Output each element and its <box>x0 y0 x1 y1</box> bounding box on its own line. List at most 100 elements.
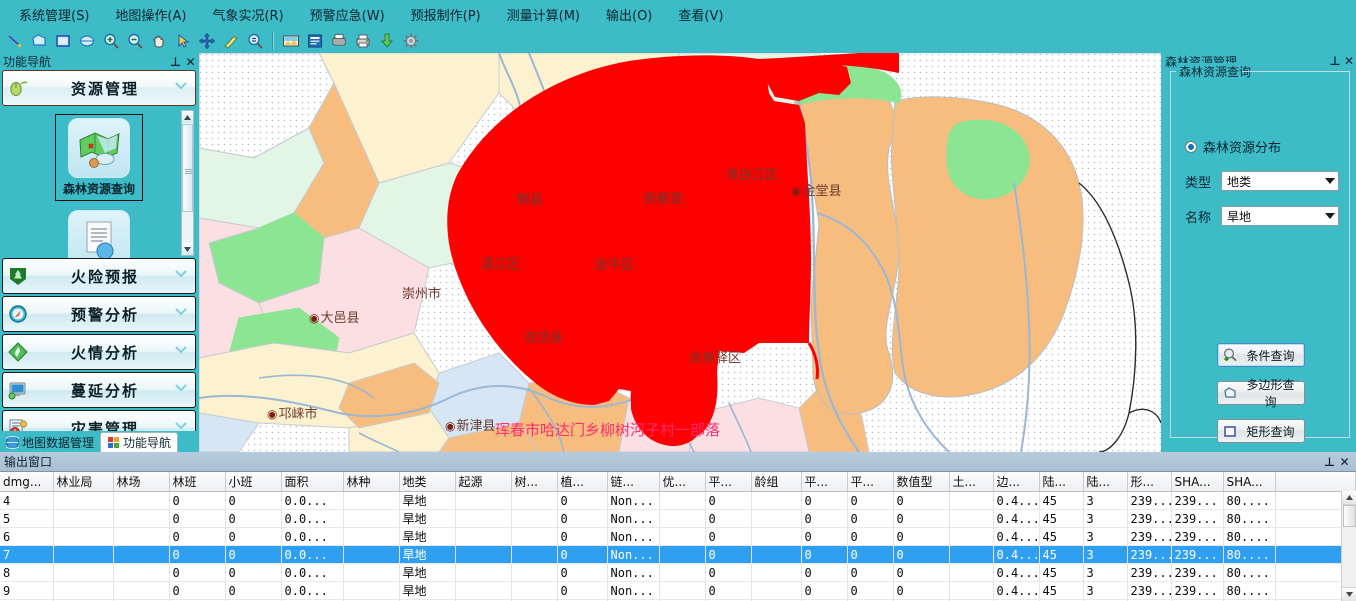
table-cell[interactable]: 0 <box>847 581 894 600</box>
table-cell[interactable]: 0.0... <box>281 545 344 564</box>
col-land1[interactable]: 陆... <box>1039 472 1084 492</box>
table-cell[interactable]: 45 <box>1039 509 1084 528</box>
table-cell[interactable] <box>455 527 512 546</box>
table-cell[interactable]: 0 <box>801 545 848 564</box>
table-cell[interactable] <box>113 527 170 546</box>
table-cell[interactable]: 0 <box>801 581 848 600</box>
col-age-group[interactable]: 龄组 <box>751 472 802 492</box>
table-row[interactable]: 7 0 0 0.0... 旱地 0 Non... 0 0 0 0 0.4... 45 3 239... 239… <box>0 545 1356 564</box>
table-cell[interactable]: 旱地 <box>399 527 456 546</box>
scroll-down-arrow-icon[interactable] <box>1342 587 1356 601</box>
col-shape-len[interactable]: SHA... <box>1223 472 1276 492</box>
print-icon[interactable] <box>352 30 374 51</box>
table-cell[interactable]: 8 <box>0 563 54 582</box>
table-cell[interactable]: 239... <box>1171 491 1224 510</box>
table-cell[interactable]: 0 <box>225 509 282 528</box>
table-cell[interactable] <box>949 527 994 546</box>
table-cell[interactable] <box>511 545 558 564</box>
table-cell[interactable] <box>511 599 558 601</box>
table-cell[interactable] <box>659 599 706 601</box>
nav-group-resource-management[interactable]: 资源管理 <box>2 70 196 106</box>
table-cell[interactable]: 3 <box>1083 581 1128 600</box>
close-icon[interactable]: ✕ <box>1343 54 1355 68</box>
table-row[interactable]: 10000.0...旱地0Non...00000.4...453239...23… <box>0 599 1356 601</box>
table-cell[interactable]: 0.0... <box>281 509 344 528</box>
polygon-icon[interactable] <box>28 30 50 51</box>
table-cell[interactable]: 0.4... <box>993 527 1040 546</box>
table-cell[interactable]: 0 <box>893 581 950 600</box>
table-cell[interactable] <box>949 509 994 528</box>
table-cell[interactable] <box>751 509 802 528</box>
eraser-icon[interactable] <box>220 30 242 51</box>
table-cell[interactable]: 80.... <box>1223 545 1276 564</box>
table-cell[interactable]: 0 <box>557 563 608 582</box>
close-icon[interactable]: ✕ <box>185 54 196 69</box>
table-cell[interactable]: 0 <box>847 599 894 601</box>
table-cell[interactable]: 80.... <box>1223 581 1276 600</box>
col-ping1[interactable]: 平... <box>705 472 752 492</box>
nav-group-spread-analysis[interactable]: 蔓延分析 <box>2 372 196 408</box>
table-cell[interactable] <box>53 527 114 546</box>
table-cell[interactable]: 0.4... <box>993 599 1040 601</box>
table-cell[interactable]: 45 <box>1039 527 1084 546</box>
col-dmg[interactable]: dmg... <box>0 472 54 492</box>
menu-output[interactable]: 输出(O) <box>606 8 653 24</box>
table-cell[interactable]: 239... <box>1171 563 1224 582</box>
table-row[interactable]: 6 0 0 0.0... 旱地 0 Non... 0 0 0 0 0.4... 45 3 239... 239… <box>0 527 1356 546</box>
table-cell[interactable]: 0 <box>705 509 752 528</box>
table-cell[interactable]: 45 <box>1039 599 1084 601</box>
table-cell[interactable]: 0 <box>225 563 282 582</box>
col-origin[interactable]: 起源 <box>455 472 512 492</box>
table-cell[interactable]: Non... <box>607 491 660 510</box>
table-cell[interactable]: 0.4... <box>993 545 1040 564</box>
pin-icon[interactable]: ⊥ <box>1324 454 1335 469</box>
zoom-selection-icon[interactable] <box>244 30 266 51</box>
radio-icon[interactable] <box>1185 140 1197 153</box>
table-cell[interactable]: 0 <box>557 491 608 510</box>
table-cell[interactable]: 7 <box>0 545 54 564</box>
table-cell[interactable] <box>113 491 170 510</box>
table-cell[interactable]: 239... <box>1171 509 1224 528</box>
legend-icon[interactable] <box>304 30 326 51</box>
table-cell[interactable]: 80.... <box>1223 563 1276 582</box>
close-icon[interactable]: ✕ <box>1339 454 1350 469</box>
table-cell[interactable]: 239... <box>1127 599 1172 601</box>
condition-query-button[interactable]: 条件查询 <box>1217 343 1305 367</box>
table-cell[interactable]: Non... <box>607 563 660 582</box>
col-youshi[interactable]: 优... <box>659 472 706 492</box>
table-cell[interactable]: 0 <box>557 527 608 546</box>
table-cell[interactable]: 45 <box>1039 545 1084 564</box>
table-cell[interactable] <box>53 563 114 582</box>
table-cell[interactable]: 旱地 <box>399 509 456 528</box>
table-cell[interactable]: 239... <box>1127 491 1172 510</box>
table-cell[interactable]: 0.4... <box>993 491 1040 510</box>
table-cell[interactable] <box>53 491 114 510</box>
table-cell[interactable]: 0 <box>801 509 848 528</box>
zoom-in-icon[interactable] <box>100 30 122 51</box>
col-blank[interactable] <box>1275 472 1356 492</box>
table-cell[interactable]: 0 <box>225 545 282 564</box>
table-cell[interactable] <box>455 563 512 582</box>
table-row[interactable]: 4 0 0 0.0... 旱地 0 Non... 0 0 0 0 0.4... 45 3 239... 239… <box>0 491 1356 510</box>
table-cell[interactable]: 239... <box>1127 527 1172 546</box>
table-cell[interactable] <box>659 509 706 528</box>
tab-function-navigation[interactable]: 功能导航 <box>100 432 179 452</box>
zoom-out-icon[interactable] <box>124 30 146 51</box>
menu-view[interactable]: 查看(V) <box>678 8 724 24</box>
col-chain[interactable]: 链... <box>607 472 660 492</box>
table-cell[interactable]: 239... <box>1171 581 1224 600</box>
table-cell[interactable]: 0 <box>801 599 848 601</box>
ellipse-icon[interactable] <box>76 30 98 51</box>
polygon-query-button[interactable]: 多边形查询 <box>1217 378 1305 409</box>
table-cell[interactable]: 3 <box>1083 563 1128 582</box>
table-cell[interactable] <box>949 545 994 564</box>
table-cell[interactable] <box>511 527 558 546</box>
menu-warning[interactable]: 预警应急(W) <box>309 8 385 24</box>
table-cell[interactable]: 0 <box>801 491 848 510</box>
table-cell[interactable]: 239... <box>1171 527 1224 546</box>
table-cell[interactable] <box>949 563 994 582</box>
col-forest-type[interactable]: 林种 <box>343 472 400 492</box>
table-row[interactable]: 5 0 0 0.0... 旱地 0 Non... 0 0 0 0 0.4... 45 3 239... 239… <box>0 509 1356 528</box>
nav-item-second[interactable] <box>55 207 143 258</box>
col-forestry-bureau[interactable]: 林业局 <box>53 472 114 492</box>
